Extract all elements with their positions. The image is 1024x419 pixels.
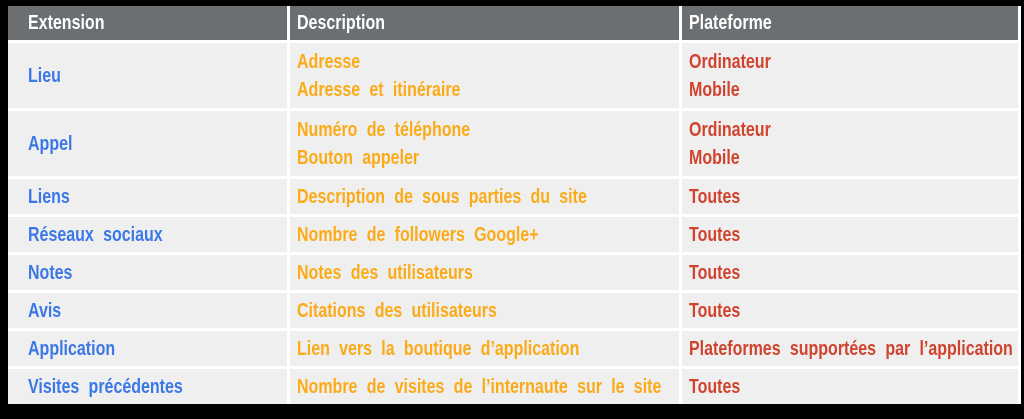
table-row: Visites précédentes Nombre de visites de … (8, 369, 1021, 404)
cell-description: Adresse Adresse et itinéraire (290, 43, 682, 111)
cell-text: Toutes (689, 185, 741, 208)
cell-text: Adresse et itinéraire (297, 78, 461, 101)
table-row: Avis Citations des utilisateurs Toutes (8, 293, 1021, 331)
cell-extension: Avis (8, 293, 290, 331)
cell-text: Lieu (28, 64, 61, 87)
cell-text: Toutes (689, 375, 741, 398)
cell-text: Plateformes supportées par l’application (689, 337, 1013, 360)
cell-platform: Ordinateur Mobile (682, 43, 1021, 111)
cell-text: Numéro de téléphone (297, 118, 471, 141)
cell-text: Citations des utilisateurs (297, 299, 497, 322)
header-cell-platform: Plateforme (682, 6, 1021, 43)
cell-description: Notes des utilisateurs (290, 255, 682, 293)
cell-description: Nombre de visites de l’internaute sur le… (290, 369, 682, 404)
cell-description: Citations des utilisateurs (290, 293, 682, 331)
cell-platform: Toutes (682, 179, 1021, 217)
cell-description: Description de sous parties du site (290, 179, 682, 217)
cell-text: Mobile (689, 78, 740, 101)
header-label: Extension (28, 12, 105, 34)
cell-text: Ordinateur (689, 118, 771, 141)
cell-text: Appel (28, 132, 73, 155)
header-label: Plateforme (689, 12, 772, 34)
cell-text: Toutes (689, 223, 741, 246)
table-row: Appel Numéro de téléphone Bouton appeler Or… (8, 111, 1021, 179)
cell-platform: Ordinateur Mobile (682, 111, 1021, 179)
cell-extension: Notes (8, 255, 290, 293)
cell-platform: Toutes (682, 217, 1021, 255)
cell-extension: Appel (8, 111, 290, 179)
cell-extension: Application (8, 331, 290, 369)
cell-text: Description de sous parties du site (297, 185, 587, 208)
cell-extension: Réseaux sociaux (8, 217, 290, 255)
cell-platform: Plateformes supportées par l’application (682, 331, 1021, 369)
cell-text: Bouton appeler (297, 146, 420, 169)
cell-platform: Toutes (682, 255, 1021, 293)
cell-text: Nombre de visites de l’internaute sur le… (297, 375, 662, 398)
table-body: Lieu Adresse Adresse et itinéraire Ordinate… (8, 43, 1021, 404)
cell-text: Adresse (297, 50, 361, 73)
cell-extension: Lieu (8, 43, 290, 111)
cell-description: Numéro de téléphone Bouton appeler (290, 111, 682, 179)
header-row: Extension Description Plateforme (8, 6, 1021, 43)
cell-text: Application (28, 337, 116, 360)
cell-text: Visites précédentes (28, 375, 183, 398)
cell-text: Toutes (689, 261, 741, 284)
cell-text: Notes des utilisateurs (297, 261, 473, 284)
extensions-table: Extension Description Plateforme Lieu Adres… (8, 6, 1021, 404)
cell-text: Nombre de followers Google+ (297, 223, 539, 246)
cell-extension: Visites précédentes (8, 369, 290, 404)
table-row: Réseaux sociaux Nombre de followers Googl… (8, 217, 1021, 255)
cell-text: Ordinateur (689, 50, 771, 73)
cell-text: Mobile (689, 146, 740, 169)
cell-description: Nombre de followers Google+ (290, 217, 682, 255)
cell-text: Liens (28, 185, 70, 208)
table-row: Notes Notes des utilisateurs Toutes (8, 255, 1021, 293)
table-row: Liens Description de sous parties du site… (8, 179, 1021, 217)
header-label: Description (297, 12, 386, 34)
table-row: Application Lien vers la boutique d’appli… (8, 331, 1021, 369)
slide-frame: Extension Description Plateforme Lieu Adres… (8, 6, 1021, 406)
cell-text: Toutes (689, 299, 741, 322)
cell-platform: Toutes (682, 293, 1021, 331)
cell-text: Lien vers la boutique d’application (297, 337, 580, 360)
header-cell-extension: Extension (8, 6, 290, 43)
cell-text: Avis (28, 299, 62, 322)
header-cell-description: Description (290, 6, 682, 43)
cell-extension: Liens (8, 179, 290, 217)
cell-description: Lien vers la boutique d’application (290, 331, 682, 369)
cell-text: Notes (28, 261, 73, 284)
cell-platform: Toutes (682, 369, 1021, 404)
cell-text: Réseaux sociaux (28, 223, 163, 246)
table-row: Lieu Adresse Adresse et itinéraire Ordinate… (8, 43, 1021, 111)
